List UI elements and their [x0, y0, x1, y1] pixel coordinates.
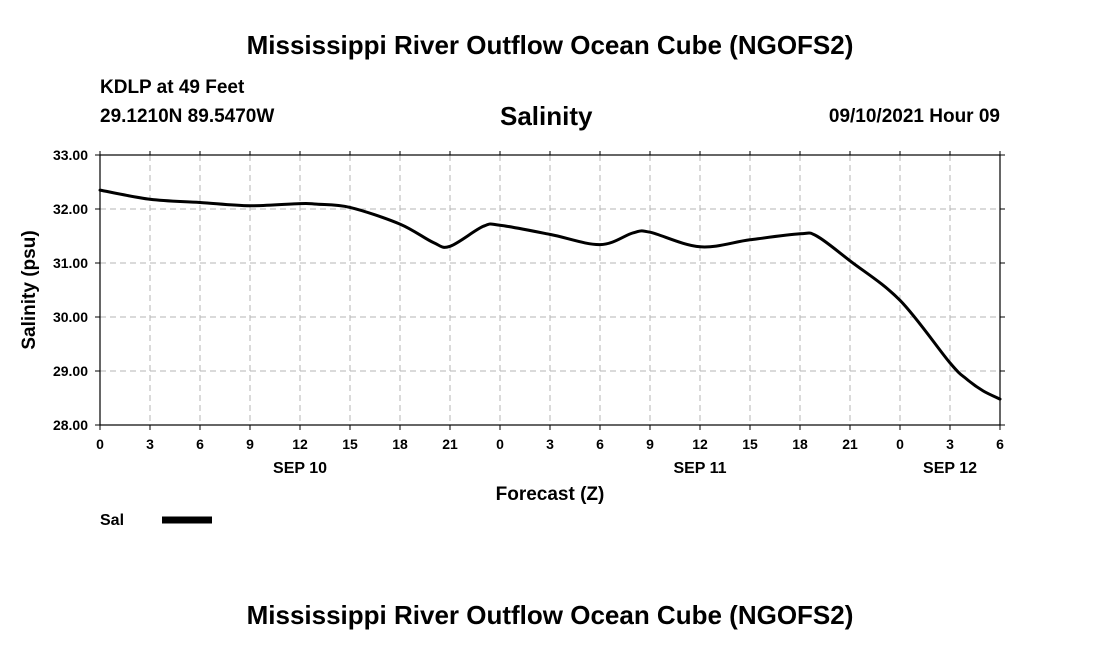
x-tick-label: 15	[742, 436, 758, 452]
x-tick-label: 6	[996, 436, 1004, 452]
y-axis-title: Salinity (psu)	[19, 230, 40, 349]
y-tick-label: 32.00	[53, 201, 88, 217]
series-line-sal	[98, 188, 1002, 401]
y-tick-label: 31.00	[53, 255, 88, 271]
x-tick-label: 3	[946, 436, 954, 452]
forecast-datetime: 09/10/2021 Hour 09	[828, 106, 1000, 127]
x-tick-label: 3	[546, 436, 554, 452]
x-tick-label: 12	[692, 436, 708, 452]
x-tick-label: 21	[442, 436, 458, 452]
x-tick-label: 9	[646, 436, 654, 452]
x-tick-label: 6	[196, 436, 204, 452]
x-tick-label: 9	[246, 436, 254, 452]
legend-label: Sal	[100, 512, 124, 529]
station-coordinates: 29.1210N 89.5470W	[100, 106, 275, 127]
x-tick-label: 6	[596, 436, 604, 452]
station-label: KDLP at 49 Feet	[100, 77, 245, 98]
x-axis: 0 3 6 9 12 15 18 21 0 3 6 9 12 15 18 21 0 3 6	[96, 151, 1004, 452]
x-axis-title: Forecast (Z)	[496, 484, 605, 505]
date-label: SEP 12	[923, 460, 977, 477]
x-tick-label: 0	[96, 436, 104, 452]
date-label: SEP 10	[273, 460, 327, 477]
x-tick-label: 18	[392, 436, 408, 452]
x-tick-label: 0	[896, 436, 904, 452]
y-tick-label: 33.00	[53, 147, 88, 163]
chart-variable-title: Salinity	[500, 101, 593, 131]
y-tick-label: 28.00	[53, 417, 88, 433]
x-tick-label: 0	[496, 436, 504, 452]
date-label: SEP 11	[673, 460, 726, 477]
x-tick-label: 15	[342, 436, 358, 452]
x-tick-label: 3	[146, 436, 154, 452]
chart-footer-title: Mississippi River Outflow Ocean Cube (NG…	[246, 600, 854, 630]
grid	[100, 155, 1000, 425]
x-tick-label: 18	[792, 436, 808, 452]
y-tick-label: 29.00	[53, 363, 88, 379]
y-tick-label: 30.00	[53, 309, 88, 325]
x-tick-label: 21	[842, 436, 858, 452]
date-labels: SEP 10 SEP 11 SEP 12	[273, 460, 977, 477]
y-axis: 28.00 29.00 30.00 31.00 32.00 33.00	[53, 147, 1005, 433]
x-tick-label: 12	[292, 436, 308, 452]
chart-main-title: Mississippi River Outflow Ocean Cube (NG…	[246, 30, 854, 60]
